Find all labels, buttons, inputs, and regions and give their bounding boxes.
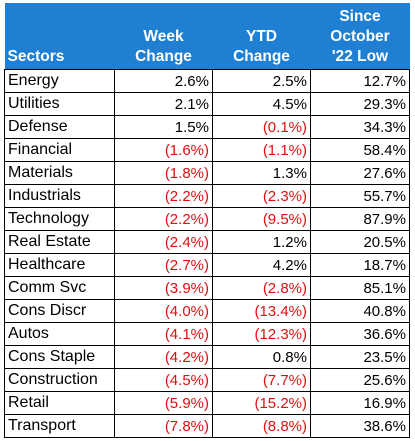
sector-name-cell: Autos	[4, 322, 115, 346]
sector-name-cell: Cons Discr	[4, 299, 115, 323]
week-change-cell: 2.6%	[114, 69, 213, 93]
week-change-cell: (2.7%)	[114, 253, 213, 277]
sector-name-cell: Defense	[4, 115, 115, 139]
since-october-low-cell: 23.5%	[310, 345, 410, 369]
table-row: Transport (7.8%) (8.8%) 38.6%	[4, 414, 410, 438]
week-change-cell: (5.9%)	[114, 391, 213, 415]
since-october-low-cell: 38.6%	[310, 414, 410, 438]
ytd-change-cell: (1.1%)	[212, 138, 311, 162]
week-change-cell: 1.5%	[114, 115, 213, 139]
header-text-line: October	[330, 28, 390, 45]
header-text-line: Change	[135, 48, 192, 65]
sector-performance-table: Sectors Week Change YTD Change Since Octobe…	[4, 3, 410, 438]
header-sectors: Sectors	[4, 3, 115, 70]
week-change-cell: (4.0%)	[114, 299, 213, 323]
ytd-change-cell: (13.4%)	[212, 299, 311, 323]
week-change-cell: (7.8%)	[114, 414, 213, 438]
week-change-cell: 2.1%	[114, 92, 213, 116]
header-text-line: Week	[143, 28, 184, 45]
week-change-cell: (4.2%)	[114, 345, 213, 369]
ytd-change-cell: (8.8%)	[212, 414, 311, 438]
header-text-line: '22 Low	[331, 48, 389, 65]
ytd-change-cell: (2.3%)	[212, 184, 311, 208]
week-change-cell: (4.5%)	[114, 368, 213, 392]
header-row: Sectors Week Change YTD Change Since Octobe…	[4, 3, 410, 70]
sector-name-cell: Comm Svc	[4, 276, 115, 300]
since-october-low-cell: 87.9%	[310, 207, 410, 231]
week-change-cell: (1.8%)	[114, 161, 213, 185]
since-october-low-cell: 34.3%	[310, 115, 410, 139]
sector-name-cell: Retail	[4, 391, 115, 415]
table-row: Retail (5.9%) (15.2%) 16.9%	[4, 391, 410, 415]
week-change-cell: (4.1%)	[114, 322, 213, 346]
header-text-line: Since	[339, 8, 381, 25]
sector-name-cell: Technology	[4, 207, 115, 231]
table-row: Financial (1.6%) (1.1%) 58.4%	[4, 138, 410, 162]
since-october-low-cell: 40.8%	[310, 299, 410, 323]
header-week-change: Week Change	[114, 3, 213, 70]
sector-name-cell: Transport	[4, 414, 115, 438]
table-row: Utilities 2.1% 4.5% 29.3%	[4, 92, 410, 116]
sector-performance-table-container: Sectors Week Change YTD Change Since Octobe…	[4, 3, 410, 438]
sector-name-cell: Industrials	[4, 184, 115, 208]
ytd-change-cell: 4.2%	[212, 253, 311, 277]
table-row: Real Estate (2.4%) 1.2% 20.5%	[4, 230, 410, 254]
week-change-cell: (1.6%)	[114, 138, 213, 162]
sector-name-cell: Utilities	[4, 92, 115, 116]
since-october-low-cell: 58.4%	[310, 138, 410, 162]
since-october-low-cell: 29.3%	[310, 92, 410, 116]
ytd-change-cell: (7.7%)	[212, 368, 311, 392]
table-row: Materials (1.8%) 1.3% 27.6%	[4, 161, 410, 185]
table-row: Healthcare (2.7%) 4.2% 18.7%	[4, 253, 410, 277]
sector-name-cell: Cons Staple	[4, 345, 115, 369]
sector-name-cell: Financial	[4, 138, 115, 162]
ytd-change-cell: (2.8%)	[212, 276, 311, 300]
sector-name-cell: Healthcare	[4, 253, 115, 277]
since-october-low-cell: 25.6%	[310, 368, 410, 392]
table-row: Cons Discr (4.0%) (13.4%) 40.8%	[4, 299, 410, 323]
sector-name-cell: Real Estate	[4, 230, 115, 254]
ytd-change-cell: (15.2%)	[212, 391, 311, 415]
table-row: Technology (2.2%) (9.5%) 87.9%	[4, 207, 410, 231]
week-change-cell: (2.2%)	[114, 184, 213, 208]
since-october-low-cell: 18.7%	[310, 253, 410, 277]
ytd-change-cell: (12.3%)	[212, 322, 311, 346]
table-header: Sectors Week Change YTD Change Since Octobe…	[4, 3, 410, 70]
since-october-low-cell: 85.1%	[310, 276, 410, 300]
sector-name-cell: Energy	[4, 69, 115, 93]
table-row: Industrials (2.2%) (2.3%) 55.7%	[4, 184, 410, 208]
since-october-low-cell: 55.7%	[310, 184, 410, 208]
table-row: Cons Staple (4.2%) 0.8% 23.5%	[4, 345, 410, 369]
header-text-line: Change	[233, 48, 290, 65]
since-october-low-cell: 20.5%	[310, 230, 410, 254]
ytd-change-cell: 1.2%	[212, 230, 311, 254]
table-row: Autos (4.1%) (12.3%) 36.6%	[4, 322, 410, 346]
week-change-cell: (3.9%)	[114, 276, 213, 300]
header-since-october-low: Since October '22 Low	[310, 3, 410, 70]
table-body: Energy 2.6% 2.5% 12.7% Utilities 2.1% 4.5% 29.3…	[4, 69, 410, 438]
since-october-low-cell: 36.6%	[310, 322, 410, 346]
ytd-change-cell: (0.1%)	[212, 115, 311, 139]
table-row: Energy 2.6% 2.5% 12.7%	[4, 69, 410, 93]
since-october-low-cell: 16.9%	[310, 391, 410, 415]
week-change-cell: (2.4%)	[114, 230, 213, 254]
week-change-cell: (2.2%)	[114, 207, 213, 231]
ytd-change-cell: 4.5%	[212, 92, 311, 116]
table-row: Comm Svc (3.9%) (2.8%) 85.1%	[4, 276, 410, 300]
ytd-change-cell: (9.5%)	[212, 207, 311, 231]
ytd-change-cell: 0.8%	[212, 345, 311, 369]
since-october-low-cell: 27.6%	[310, 161, 410, 185]
ytd-change-cell: 1.3%	[212, 161, 311, 185]
ytd-change-cell: 2.5%	[212, 69, 311, 93]
header-ytd-change: YTD Change	[212, 3, 311, 70]
since-october-low-cell: 12.7%	[310, 69, 410, 93]
header-text-line: YTD	[246, 28, 277, 45]
sector-name-cell: Construction	[4, 368, 115, 392]
table-row: Construction (4.5%) (7.7%) 25.6%	[4, 368, 410, 392]
sector-name-cell: Materials	[4, 161, 115, 185]
table-row: Defense 1.5% (0.1%) 34.3%	[4, 115, 410, 139]
header-text-line: Sectors	[7, 48, 65, 65]
